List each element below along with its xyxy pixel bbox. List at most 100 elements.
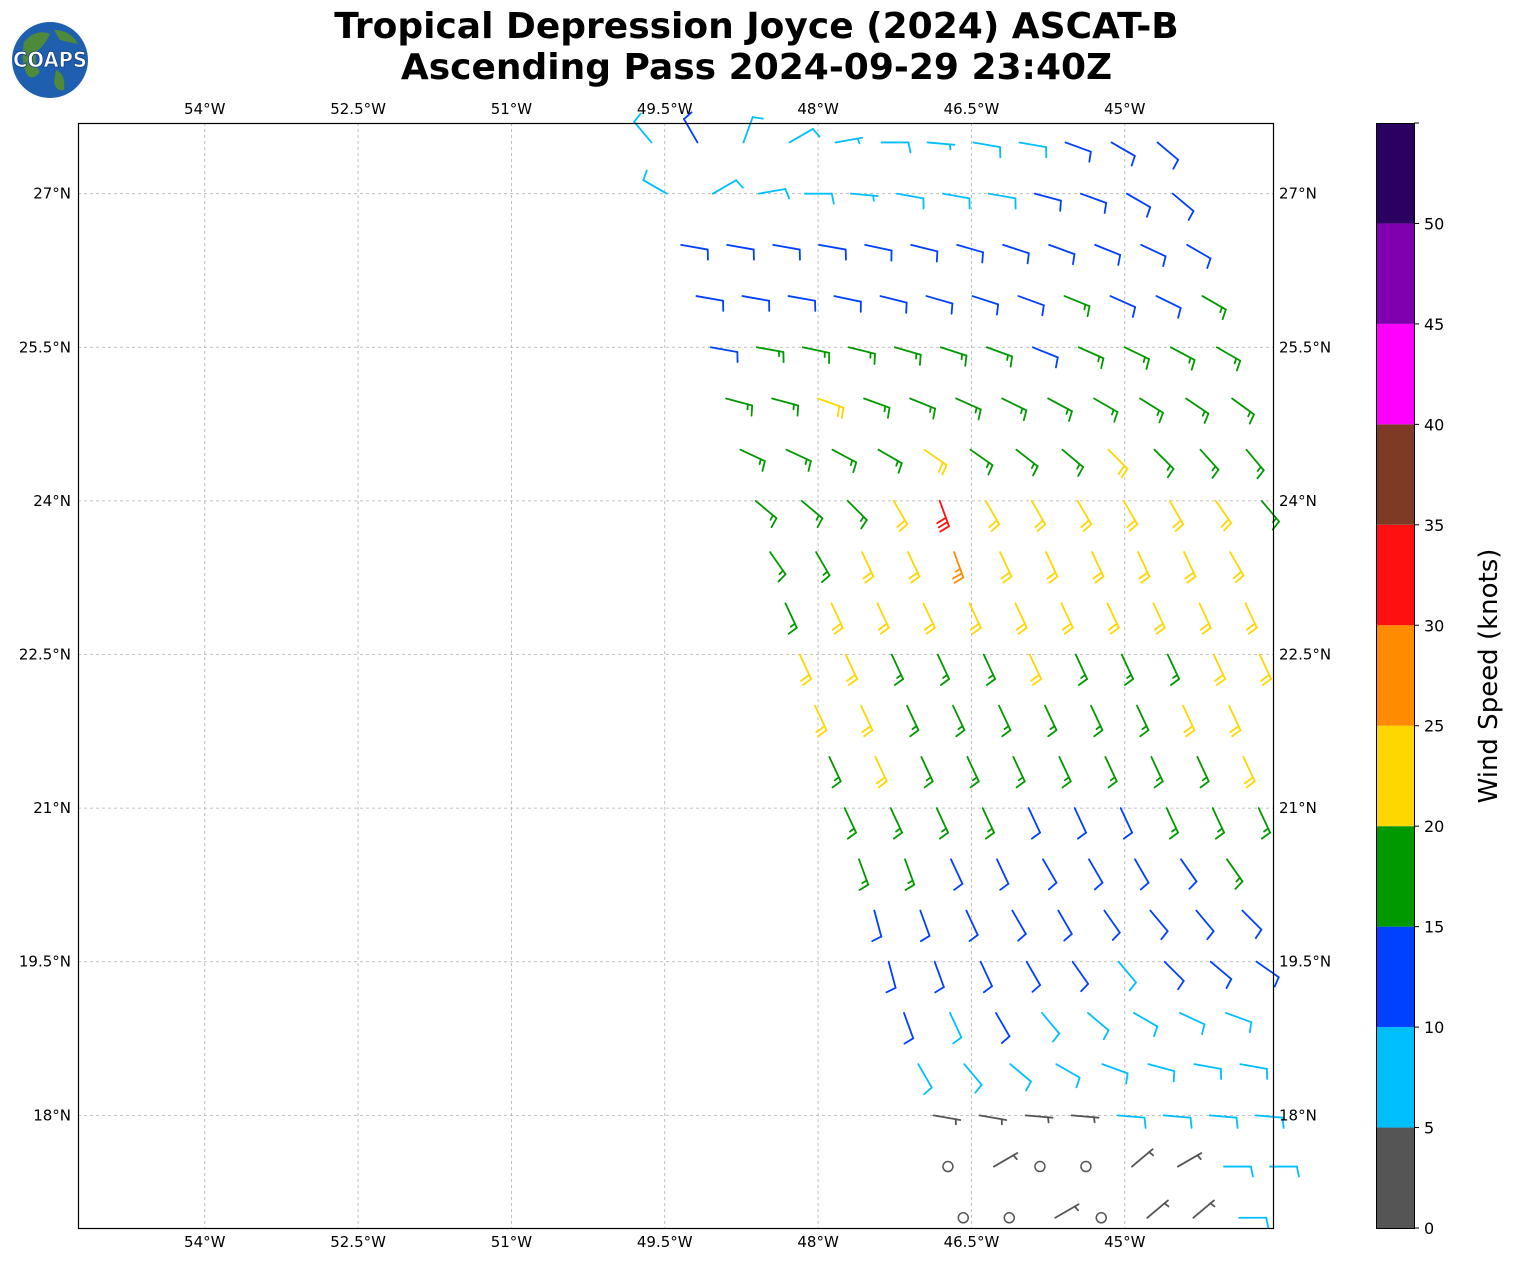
wind-barb <box>987 192 1017 210</box>
barb-half-feather <box>1030 462 1036 469</box>
barb-full-feather <box>1015 622 1026 631</box>
barb-full-feather <box>1235 359 1242 372</box>
colorbar-segment <box>1376 524 1414 626</box>
logo-text: COAPS <box>13 48 87 72</box>
barb-full-feather <box>1201 1023 1206 1036</box>
barb-full-feather <box>1153 780 1164 789</box>
wind-barb <box>1057 909 1073 942</box>
barb-staff <box>742 116 754 144</box>
barb-full-feather <box>985 678 997 686</box>
y-tick-label-right: 24°N <box>1279 492 1317 510</box>
barb-full-feather <box>1262 678 1273 686</box>
barb-staff <box>1225 1012 1253 1024</box>
barb-full-feather <box>1080 982 1090 993</box>
wind-barb <box>785 448 812 472</box>
barb-full-feather <box>811 128 821 138</box>
wind-barb <box>1208 1114 1239 1129</box>
barb-full-feather <box>1100 357 1105 370</box>
barb-full-feather <box>1111 931 1121 941</box>
y-tick-label-left: 24°N <box>33 492 71 510</box>
barb-full-feather <box>1153 622 1164 631</box>
barb-half-feather <box>911 725 918 731</box>
wind-barb <box>1073 807 1087 840</box>
wind-barb <box>1192 1199 1216 1219</box>
wind-barb <box>1137 551 1151 584</box>
barb-full-feather <box>1107 622 1118 631</box>
barb-full-feather <box>971 626 982 635</box>
wind-barb <box>941 192 971 210</box>
barb-staff <box>879 295 908 304</box>
barb-staff <box>1027 807 1041 834</box>
barb-half-feather <box>1065 408 1069 415</box>
wind-barb <box>1119 807 1133 840</box>
barb-full-feather <box>1216 678 1227 686</box>
barb-full-feather <box>1260 831 1271 840</box>
barb-full-feather <box>816 517 824 529</box>
colorbar-segment <box>1376 926 1414 1028</box>
wind-barb <box>1163 960 1185 991</box>
wind-barb <box>1104 756 1118 789</box>
barb-full-feather <box>1025 1080 1032 1092</box>
barb-staff <box>680 243 709 251</box>
barb-staff <box>1180 858 1198 883</box>
wind-barb <box>909 397 937 420</box>
barb-full-feather <box>1201 626 1212 635</box>
wind-barb <box>834 136 863 145</box>
barb-full-feather <box>1153 1025 1159 1037</box>
barb-full-feather <box>923 780 934 789</box>
barb-staff <box>910 243 939 253</box>
barb-full-feather <box>1248 413 1255 425</box>
wind-barb <box>1152 602 1166 635</box>
barb-staff <box>741 295 770 302</box>
barb-staff <box>1073 807 1087 834</box>
barb-staff <box>979 960 993 988</box>
barb-full-feather <box>1036 523 1047 532</box>
wind-barb <box>936 499 950 533</box>
barb-full-feather <box>969 780 980 789</box>
wind-barb <box>885 960 897 994</box>
wind-barb <box>1131 1148 1155 1168</box>
wind-barb <box>1260 499 1281 531</box>
barb-full-feather <box>1177 307 1182 319</box>
barb-staff <box>925 295 954 305</box>
barb-full-feather <box>1046 571 1057 580</box>
barb-staff <box>949 1012 963 1039</box>
barb-staff <box>987 192 1017 200</box>
wind-barb <box>952 704 966 738</box>
barb-full-feather <box>846 673 857 682</box>
barb-half-feather <box>1109 776 1116 782</box>
wind-barb <box>979 960 993 994</box>
barb-staff <box>1163 960 1185 982</box>
barb-half-feather <box>1163 1202 1170 1208</box>
barb-staff <box>996 858 1010 885</box>
wind-barb <box>1212 653 1227 686</box>
barb-staff <box>1002 243 1030 255</box>
wind-barb <box>919 909 931 943</box>
barb-full-feather <box>974 1083 983 1094</box>
barb-full-feather <box>1281 1116 1285 1129</box>
barb-staff <box>941 192 971 200</box>
barb-staff <box>1179 1012 1206 1026</box>
x-tick-label-top: 46.5°W <box>944 100 1000 118</box>
barb-full-feather <box>817 729 828 738</box>
wind-barb <box>906 704 920 738</box>
barb-full-feather <box>982 985 993 994</box>
barb-half-feather <box>974 406 978 414</box>
barb-full-feather <box>939 678 951 686</box>
wind-barb <box>711 179 744 195</box>
barb-full-feather <box>1189 1116 1193 1129</box>
wind-barb <box>1063 295 1091 318</box>
barb-full-feather <box>1221 308 1227 321</box>
y-tick-label-right: 27°N <box>1279 185 1317 203</box>
colorbar-tick-label: 20 <box>1424 817 1444 836</box>
barb-half-feather <box>822 570 829 576</box>
barb-half-feather <box>815 514 820 521</box>
barb-full-feather <box>1139 729 1150 738</box>
barb-full-feather <box>1030 831 1041 840</box>
wind-barb <box>890 653 905 686</box>
barb-full-feather <box>1214 831 1225 840</box>
wind-barb <box>849 192 879 202</box>
barb-full-feather <box>1146 206 1152 218</box>
wind-barb <box>1241 909 1263 940</box>
